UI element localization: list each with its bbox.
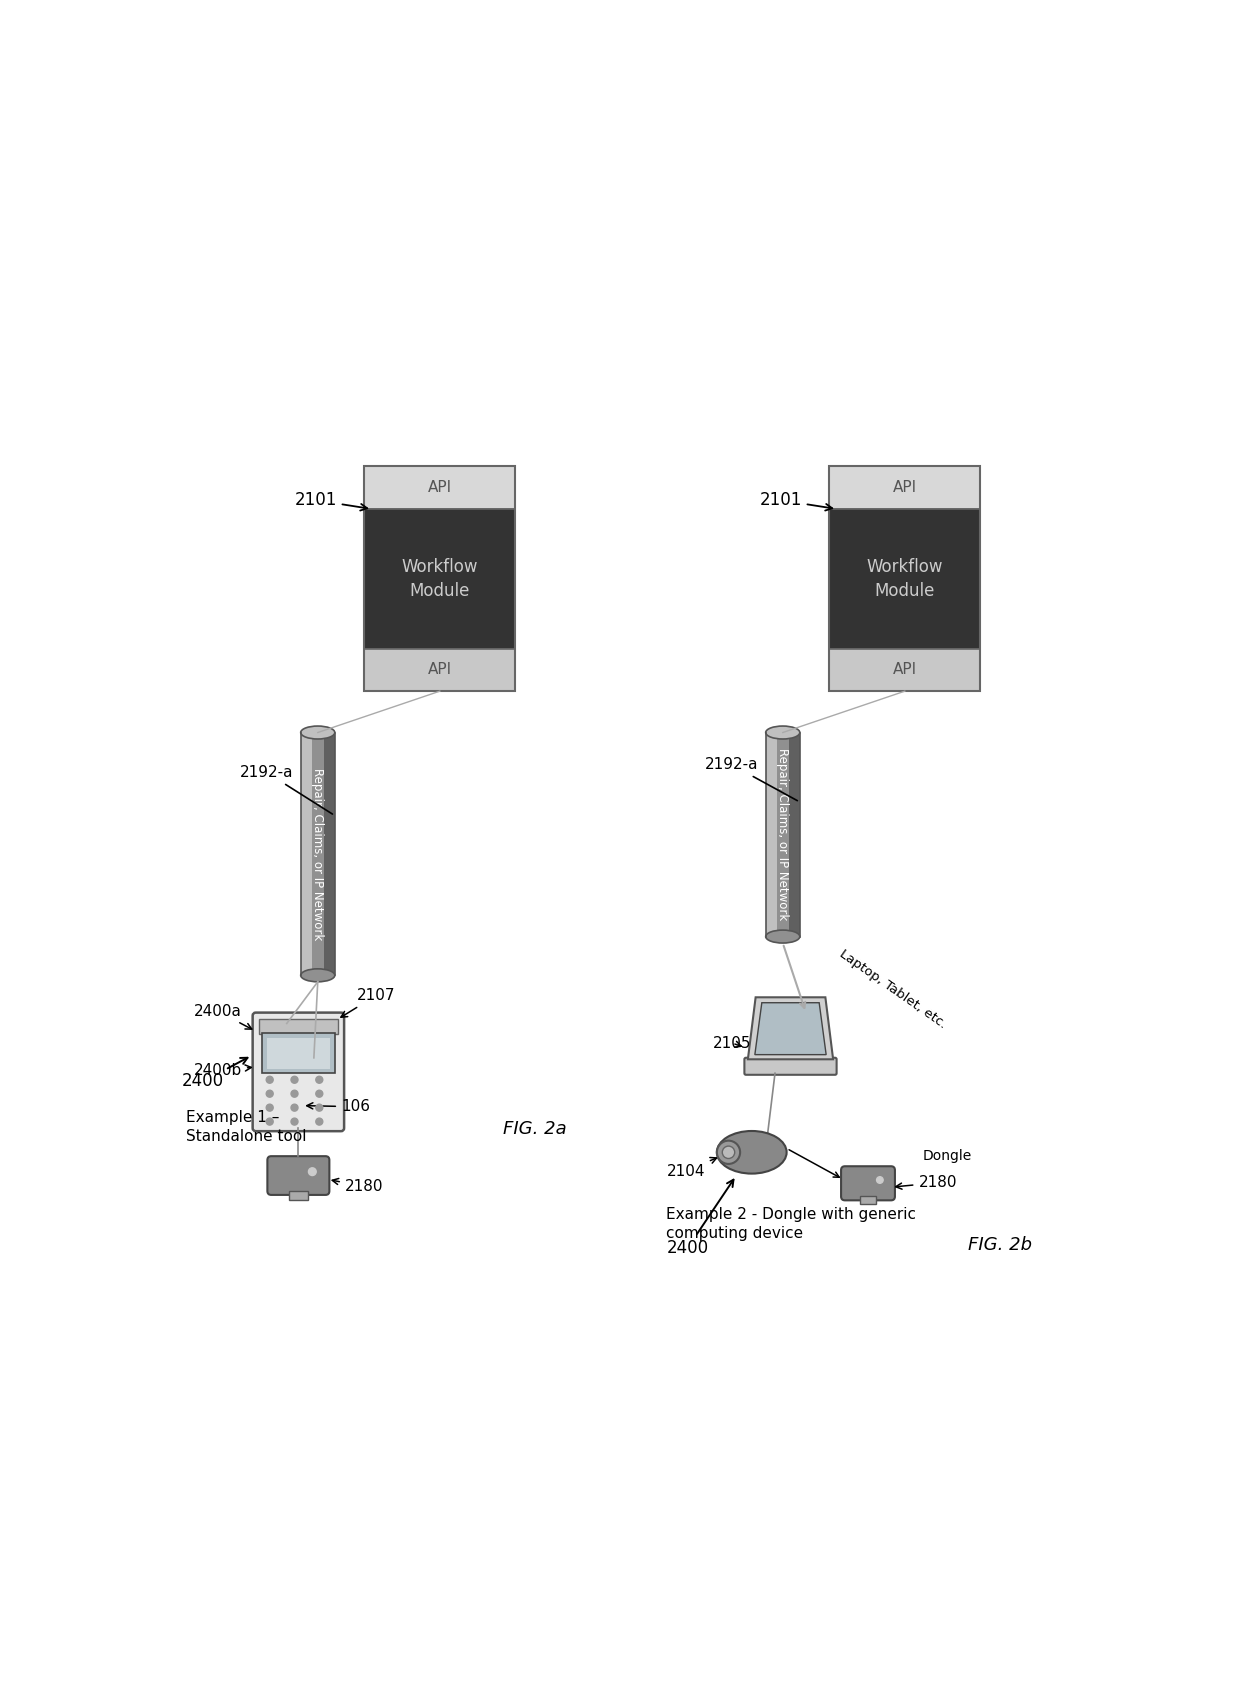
Circle shape — [291, 1104, 298, 1111]
FancyBboxPatch shape — [861, 1196, 875, 1204]
FancyBboxPatch shape — [830, 649, 981, 691]
Ellipse shape — [300, 969, 335, 983]
Circle shape — [267, 1076, 273, 1082]
Text: 2400: 2400 — [182, 1057, 248, 1091]
Ellipse shape — [300, 727, 335, 739]
FancyBboxPatch shape — [262, 1033, 335, 1074]
FancyBboxPatch shape — [365, 508, 516, 649]
Text: Workflow
Module: Workflow Module — [402, 557, 479, 600]
Circle shape — [267, 1104, 273, 1111]
Text: Dongle: Dongle — [923, 1149, 971, 1164]
Circle shape — [267, 1091, 273, 1098]
FancyBboxPatch shape — [289, 1191, 308, 1201]
Circle shape — [267, 1118, 273, 1125]
Text: API: API — [893, 662, 916, 678]
FancyBboxPatch shape — [253, 1013, 345, 1132]
Text: Workflow
Module: Workflow Module — [867, 557, 944, 600]
Ellipse shape — [722, 1147, 734, 1159]
Circle shape — [316, 1076, 322, 1082]
Text: 2400b: 2400b — [193, 1062, 252, 1077]
Text: 2180: 2180 — [332, 1179, 383, 1194]
Text: API: API — [428, 479, 451, 495]
FancyBboxPatch shape — [259, 1018, 337, 1033]
FancyBboxPatch shape — [267, 1038, 330, 1069]
Text: Example 1 –
Standalone tool: Example 1 – Standalone tool — [186, 1110, 306, 1145]
Polygon shape — [748, 998, 833, 1059]
Text: 2101: 2101 — [759, 491, 832, 510]
Text: 2105: 2105 — [713, 1035, 751, 1050]
FancyBboxPatch shape — [268, 1157, 330, 1194]
FancyBboxPatch shape — [766, 732, 776, 937]
FancyBboxPatch shape — [789, 732, 800, 937]
Ellipse shape — [717, 1140, 740, 1164]
FancyBboxPatch shape — [324, 732, 335, 976]
Text: 2104: 2104 — [667, 1157, 717, 1179]
Text: 2180: 2180 — [895, 1176, 957, 1191]
Text: 2400a: 2400a — [193, 1005, 252, 1030]
Circle shape — [316, 1104, 322, 1111]
Circle shape — [316, 1118, 322, 1125]
Text: FIG. 2b: FIG. 2b — [967, 1237, 1032, 1254]
FancyBboxPatch shape — [301, 732, 335, 976]
Circle shape — [291, 1118, 298, 1125]
Text: 2107: 2107 — [341, 988, 396, 1016]
Text: 2192-a: 2192-a — [241, 766, 332, 815]
FancyBboxPatch shape — [365, 649, 516, 691]
Text: Laptop, Tablet, etc.: Laptop, Tablet, etc. — [837, 947, 949, 1032]
Text: Example 2 - Dongle with generic
computing device: Example 2 - Dongle with generic computin… — [667, 1206, 916, 1242]
Circle shape — [316, 1091, 322, 1098]
FancyBboxPatch shape — [766, 732, 800, 937]
Text: 2192-a: 2192-a — [706, 757, 797, 801]
FancyBboxPatch shape — [744, 1057, 837, 1074]
FancyBboxPatch shape — [301, 732, 311, 976]
FancyBboxPatch shape — [841, 1165, 895, 1201]
Circle shape — [309, 1167, 316, 1176]
Text: API: API — [893, 479, 916, 495]
Circle shape — [877, 1177, 883, 1184]
Text: FIG. 2a: FIG. 2a — [503, 1120, 567, 1138]
Circle shape — [291, 1076, 298, 1082]
Polygon shape — [755, 1003, 826, 1055]
Text: 2101: 2101 — [295, 491, 367, 510]
Ellipse shape — [717, 1132, 786, 1174]
Text: Repair, Claims, or IP Network: Repair, Claims, or IP Network — [311, 767, 324, 940]
Ellipse shape — [766, 727, 800, 739]
Text: API: API — [428, 662, 451, 678]
Text: 2400: 2400 — [667, 1179, 734, 1257]
Text: 106: 106 — [306, 1099, 370, 1115]
Ellipse shape — [766, 930, 800, 944]
Text: Repair, Claims, or IP Network: Repair, Claims, or IP Network — [776, 749, 789, 920]
FancyBboxPatch shape — [830, 466, 981, 508]
FancyBboxPatch shape — [830, 508, 981, 649]
FancyBboxPatch shape — [365, 466, 516, 508]
Circle shape — [291, 1091, 298, 1098]
